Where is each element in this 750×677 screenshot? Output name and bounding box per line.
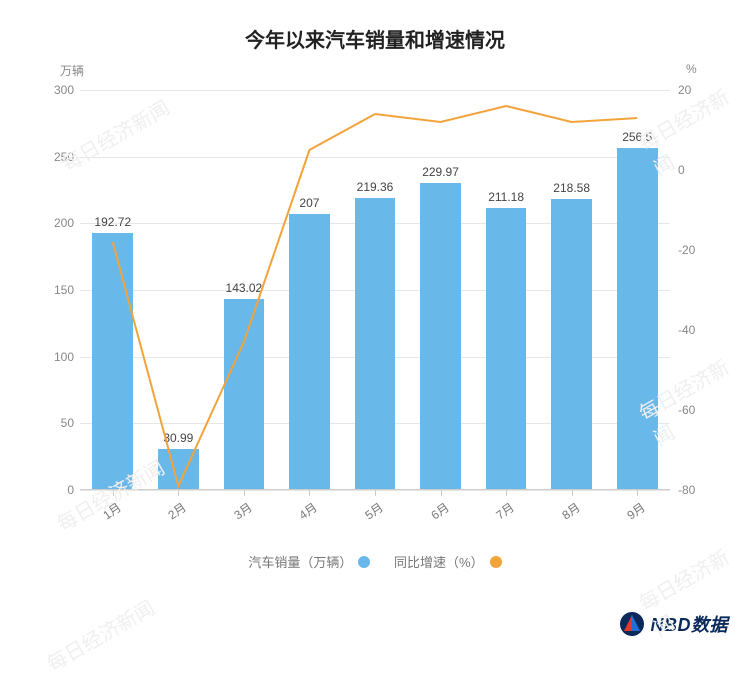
- x-tick: [309, 490, 310, 496]
- growth-line: [113, 106, 637, 486]
- legend-bar-label: 汽车销量（万辆）: [248, 552, 352, 571]
- legend-line-label: 同比增速（%）: [394, 552, 484, 571]
- legend: 汽车销量（万辆） 同比增速（%）: [0, 552, 750, 571]
- chart-container: 今年以来汽车销量和增速情况 万辆 % 050100150200250300 -8…: [0, 0, 750, 651]
- y-left-tick: 50: [34, 416, 74, 430]
- legend-line-swatch: [490, 556, 502, 568]
- x-category-label: 5月: [361, 499, 386, 524]
- x-category-label: 8月: [558, 499, 583, 524]
- y-left-tick: 250: [34, 150, 74, 164]
- y-right-tick: -80: [678, 483, 695, 497]
- x-category-label: 9月: [624, 499, 649, 524]
- y-left-tick: 0: [34, 483, 74, 497]
- x-tick: [506, 490, 507, 496]
- y-right-tick: -40: [678, 323, 695, 337]
- x-category-label: 2月: [165, 499, 190, 524]
- y-right-unit: %: [686, 62, 697, 76]
- x-tick: [113, 490, 114, 496]
- x-category-label: 3月: [230, 499, 255, 524]
- line-layer: [80, 90, 670, 490]
- footer-brand: NBD数据: [619, 611, 729, 637]
- brand-logo-icon: [619, 611, 645, 637]
- legend-item-line: 同比增速（%）: [394, 552, 502, 571]
- plot-area: 050100150200250300 -80-60-40-20020 192.7…: [80, 90, 670, 490]
- legend-item-bar: 汽车销量（万辆）: [248, 552, 370, 571]
- x-tick: [572, 490, 573, 496]
- y-right-tick: -60: [678, 403, 695, 417]
- x-tick: [441, 490, 442, 496]
- chart-title: 今年以来汽车销量和增速情况: [0, 0, 750, 53]
- y-left-tick: 150: [34, 283, 74, 297]
- x-tick: [178, 490, 179, 496]
- x-category-label: 6月: [427, 499, 452, 524]
- x-tick: [637, 490, 638, 496]
- watermark: 每日经济新闻: [41, 592, 159, 677]
- x-category-label: 7月: [492, 499, 517, 524]
- x-tick: [244, 490, 245, 496]
- y-left-tick: 200: [34, 216, 74, 230]
- brand-text: NBD数据: [651, 611, 729, 637]
- x-category-label: 4月: [296, 499, 321, 524]
- y-right-tick: 20: [678, 83, 691, 97]
- y-left-unit: 万辆: [60, 62, 84, 79]
- x-tick: [375, 490, 376, 496]
- y-right-tick: -20: [678, 243, 695, 257]
- y-left-tick: 300: [34, 83, 74, 97]
- legend-bar-swatch: [358, 556, 370, 568]
- y-left-tick: 100: [34, 350, 74, 364]
- y-right-tick: 0: [678, 163, 685, 177]
- x-category-label: 1月: [99, 499, 124, 524]
